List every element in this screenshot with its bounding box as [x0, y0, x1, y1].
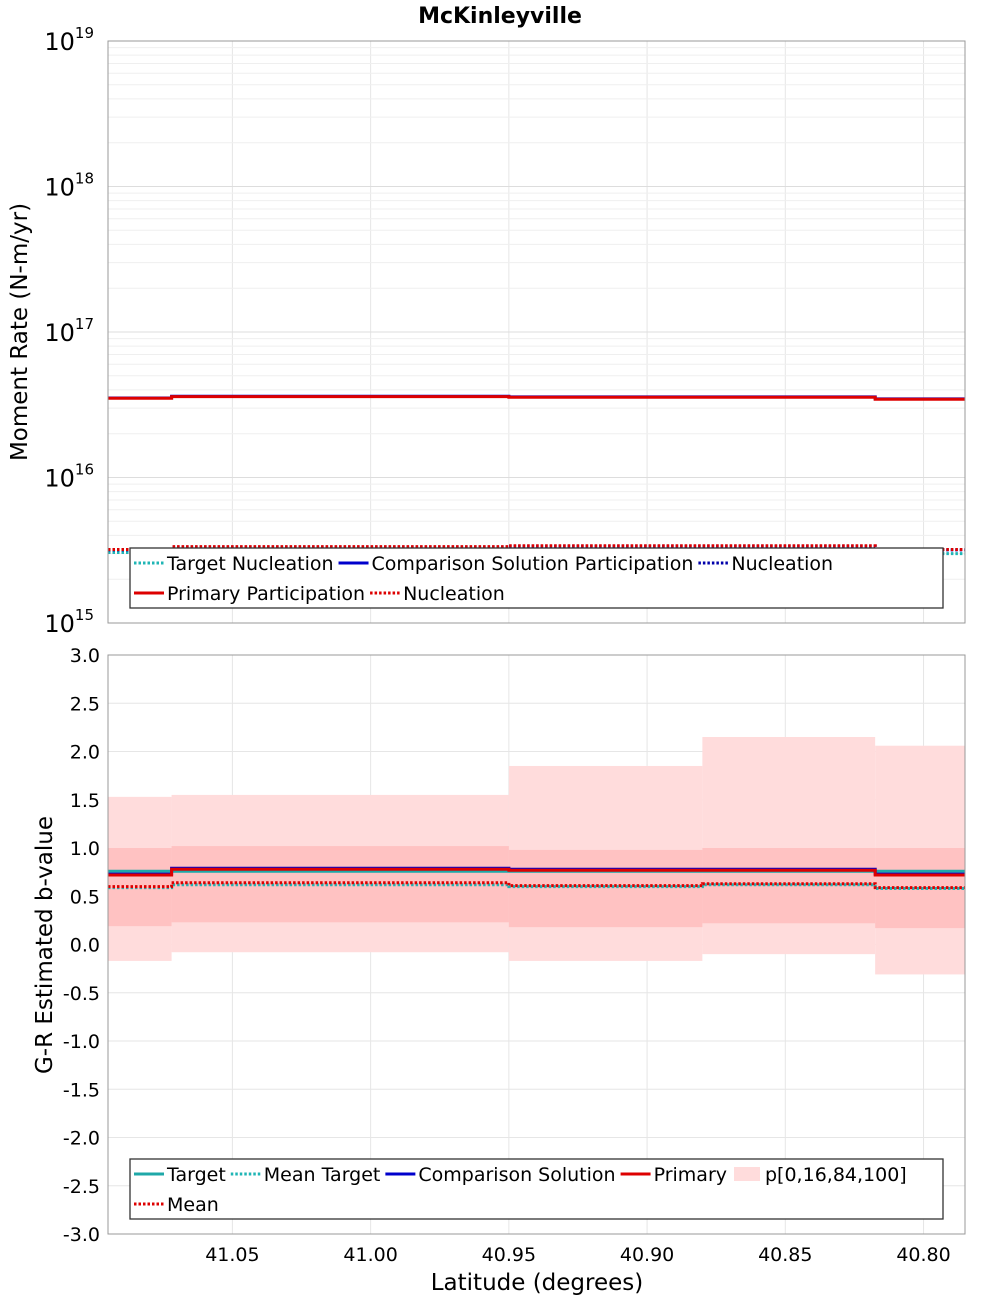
y-tick-label: 2.0	[70, 742, 100, 764]
y-tick-label: -1.5	[63, 1079, 100, 1101]
y-tick-label: -2.5	[63, 1176, 100, 1198]
legend-label: Primary	[654, 1164, 727, 1186]
series-line-3	[108, 395, 965, 401]
y-tick-label: 1017	[44, 315, 94, 347]
legend-label: Primary Participation	[167, 583, 365, 605]
y-tick-label: 1018	[44, 170, 94, 202]
legend-label: Target	[166, 1164, 226, 1186]
y-tick-label: -1.0	[63, 1031, 100, 1053]
y-tick-label: 3.0	[70, 645, 100, 667]
y-tick-label: 1019	[44, 24, 94, 56]
moment-rate-panel: 1015 1016 1017 1018 1019 Target Nucleation Com…	[44, 24, 966, 638]
legend-label: p[0,16,84,100]	[765, 1164, 907, 1186]
legend-label: Nucleation	[403, 583, 505, 605]
legend-swatch	[734, 1167, 760, 1181]
plot-frame	[107, 40, 966, 624]
chart-title: McKinleyville	[418, 4, 582, 29]
x-tick-label: 41.00	[343, 1244, 397, 1266]
b-value-panel: -3.0 -2.5 -2.0 -1.5 -1.0 -0.5 0.0 0.5 1.0 1.5 2.0 2…	[63, 645, 966, 1266]
y-tick-label: 1015	[44, 606, 94, 638]
legend-label: Comparison Solution Participation	[372, 553, 694, 575]
plot-frame	[107, 654, 966, 1235]
legend-label: Nucleation	[731, 553, 833, 575]
y-tick-label: -3.0	[63, 1224, 100, 1246]
y-tick-label: 2.5	[70, 693, 100, 715]
y-axis-label-moment-rate: Moment Rate (N-m/yr)	[7, 203, 33, 461]
y-tick-label: -2.0	[63, 1128, 100, 1150]
legend-box	[129, 547, 944, 609]
legend-label: Target Nucleation	[166, 553, 334, 575]
legend-box	[129, 1158, 944, 1220]
x-tick-label: 40.95	[482, 1244, 536, 1266]
y-axis-label-b-value: G-R Estimated b-value	[32, 816, 58, 1074]
series-line-3	[108, 867, 965, 877]
legend-label: Mean Target	[264, 1164, 381, 1186]
x-tick-label: 41.05	[205, 1244, 259, 1266]
x-tick-label: 40.80	[896, 1244, 950, 1266]
legend-label: Mean	[167, 1194, 219, 1216]
series-line-4	[108, 881, 965, 890]
y-tick-label: 1016	[44, 461, 94, 493]
band-inner	[508, 849, 703, 928]
band-inner	[702, 848, 876, 924]
y-tick-label: 0.0	[70, 935, 100, 957]
y-tick-label: 1.5	[70, 790, 100, 812]
x-tick-label: 40.85	[758, 1244, 812, 1266]
legend-label: Comparison Solution	[418, 1164, 615, 1186]
y-tick-label: 0.5	[70, 886, 100, 908]
y-tick-label: 1.0	[70, 838, 100, 860]
x-axis-label: Latitude (degrees)	[431, 1270, 644, 1296]
y-tick-label: -0.5	[63, 983, 100, 1005]
x-tick-label: 40.90	[620, 1244, 674, 1266]
